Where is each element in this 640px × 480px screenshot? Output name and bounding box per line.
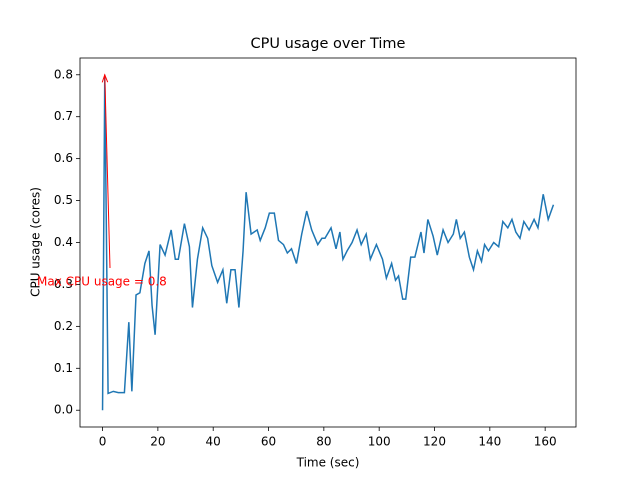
annotation-arrowhead bbox=[101, 73, 109, 83]
y-tick-label: 0.4 bbox=[54, 235, 73, 249]
x-tick-label: 20 bbox=[150, 435, 165, 449]
y-tick-label: 0.7 bbox=[54, 109, 73, 123]
chart-title: CPU usage over Time bbox=[251, 36, 406, 52]
x-tick-label: 60 bbox=[261, 435, 276, 449]
y-tick-label: 0.0 bbox=[54, 403, 73, 417]
y-tick-label: 0.3 bbox=[54, 277, 73, 291]
y-tick-label: 0.5 bbox=[54, 193, 73, 207]
y-tick-label: 0.6 bbox=[54, 151, 73, 165]
y-tick-label: 0.8 bbox=[54, 67, 73, 81]
x-tick-label: 100 bbox=[368, 435, 391, 449]
y-tick-label: 0.1 bbox=[54, 361, 73, 375]
x-tick-label: 40 bbox=[206, 435, 221, 449]
x-tick-label: 160 bbox=[534, 435, 557, 449]
data-line bbox=[101, 74, 555, 411]
x-tick-label: 140 bbox=[478, 435, 501, 449]
x-tick-label: 80 bbox=[316, 435, 331, 449]
x-tick-label: 0 bbox=[99, 435, 107, 449]
x-axis-label: Time (sec) bbox=[296, 456, 360, 470]
y-axis-label: CPU usage (cores) bbox=[29, 187, 43, 297]
x-tick-label: 120 bbox=[423, 435, 446, 449]
annotation: Max CPU usage = 0.8 bbox=[37, 275, 167, 289]
y-tick-label: 0.2 bbox=[54, 319, 73, 333]
annotation-arrow bbox=[104, 74, 111, 269]
plot-frame bbox=[79, 57, 577, 428]
